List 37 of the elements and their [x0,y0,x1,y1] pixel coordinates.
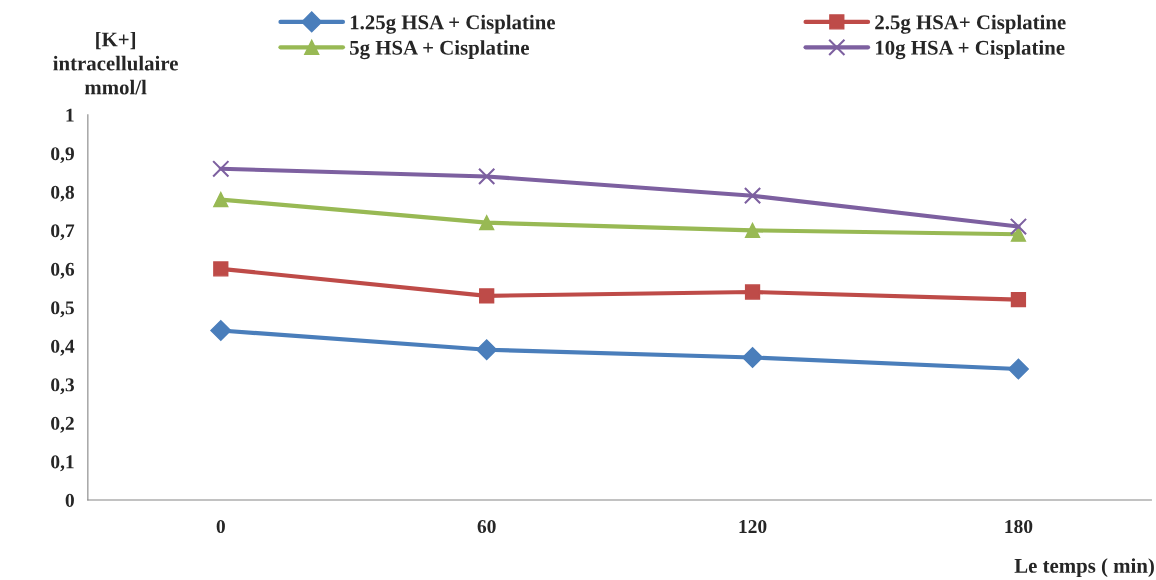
point [744,284,761,300]
point [478,167,496,186]
point [210,319,232,342]
legend-label: 2.5g HSA+ Cisplatine [875,14,1066,34]
point [744,222,761,239]
legend-label: 1.25g HSA + Cisplatine [350,14,556,34]
y-axis-title: [K+] intracellulaire mmol/l [53,31,178,95]
y-tick-label: 0,3 [51,378,74,395]
point [479,215,495,231]
y-tick-label: 0 [65,493,74,507]
point [1010,292,1027,308]
x-tick-label: 180 [1005,519,1033,534]
point [476,339,498,361]
point [743,187,762,205]
legend-label: 5g HSA + Cisplatine [350,40,529,60]
y-tick-label: 0,1 [51,455,74,472]
x-tick-label: 120 [739,519,767,534]
point [213,191,229,208]
y-tick-label: 0,4 [51,339,75,356]
point [1009,217,1028,236]
point [479,288,495,304]
x-tick-label: 0 [216,519,225,534]
x-tick-label: 60 [477,519,496,534]
point [1010,226,1027,242]
y-tick-label: 0,9 [51,147,74,164]
legend-label: 10g HSA + Cisplatine [875,40,1065,60]
point [742,346,764,368]
x-axis-title: Le temps ( min) [1014,558,1154,578]
y-tick-label: 0,7 [51,224,75,241]
y-tick-label: 0,8 [51,185,75,202]
point [213,261,229,277]
y-tick-label: 1 [66,108,74,122]
y-tick-label: 0,6 [51,262,75,279]
point [1007,358,1029,380]
y-tick-label: 0,2 [51,416,74,433]
y-tick-label: 0,5 [51,301,74,318]
point [212,160,230,178]
